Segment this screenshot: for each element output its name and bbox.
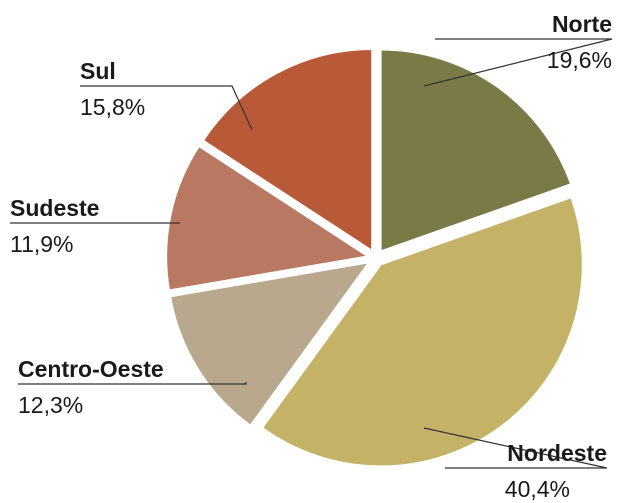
- slice-name: Sul: [80, 58, 116, 84]
- pie-slice: [201, 47, 374, 253]
- slice-value: 40,4%: [505, 476, 570, 502]
- pie-slice: [379, 48, 573, 253]
- slice-name: Nordeste: [507, 440, 607, 466]
- slice-value: 19,6%: [547, 47, 612, 73]
- slice-name: Centro-Oeste: [18, 356, 164, 382]
- leader-line: [80, 85, 253, 131]
- slice-value: 12,3%: [18, 392, 83, 418]
- slice-name: Norte: [552, 11, 612, 37]
- slice-value: 11,9%: [10, 231, 74, 257]
- pie-slice: [165, 144, 371, 292]
- leader-line: [423, 427, 608, 469]
- leader-line: [423, 38, 613, 87]
- pie-slice: [168, 260, 372, 428]
- leader-line: [18, 382, 247, 385]
- pie-slice: [260, 195, 584, 468]
- slice-value: 15,8%: [80, 94, 145, 120]
- slice-name: Sudeste: [10, 195, 99, 221]
